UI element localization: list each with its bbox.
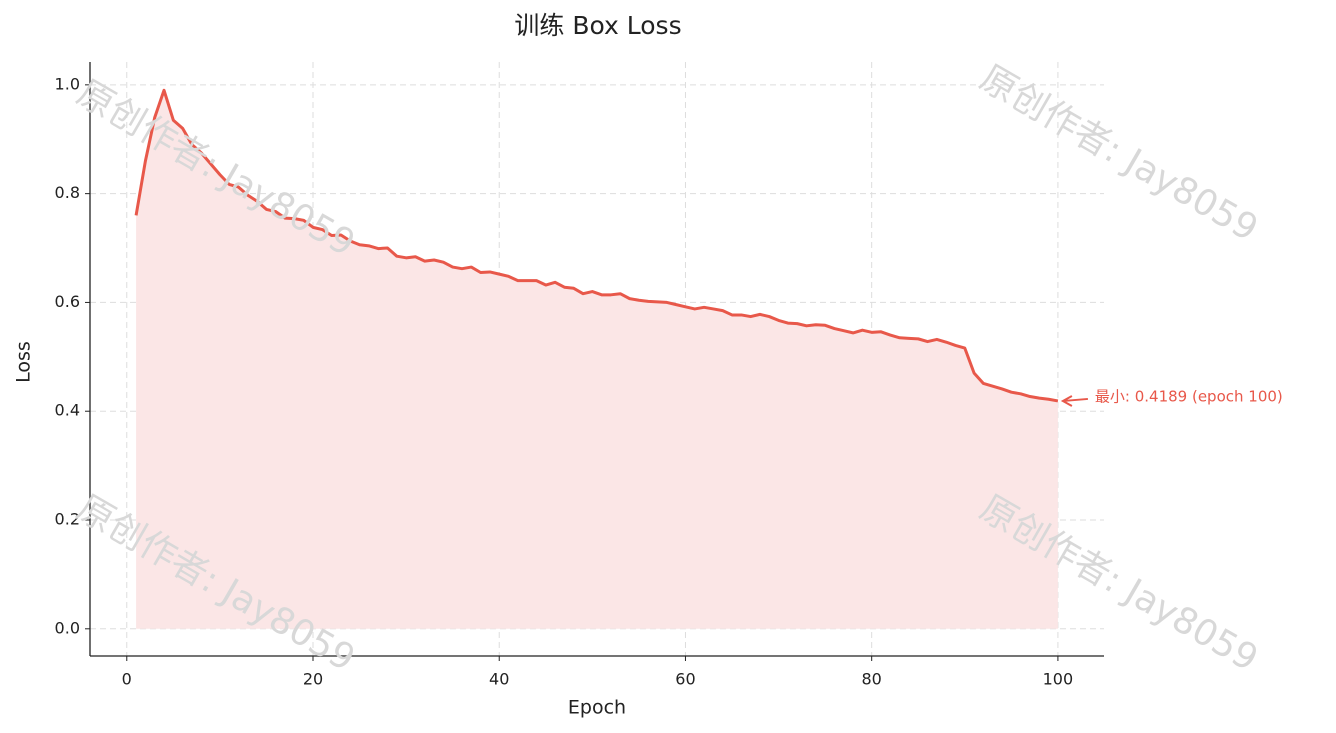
area: [136, 90, 1058, 629]
x-tick-label: 60: [675, 670, 695, 689]
y-tick-label: 0.4: [55, 401, 80, 420]
annotation-arrow: [1060, 395, 1088, 407]
y-axis-label: Loss: [13, 341, 35, 383]
x-tick-label: 40: [489, 670, 509, 689]
y-tick-label: 0.8: [55, 183, 80, 202]
line: [134, 88, 1059, 403]
y-tick-label: 0.0: [55, 618, 80, 637]
x-tick-label: 80: [862, 670, 882, 689]
watermark: 原创作者: Jay8059: [973, 58, 1265, 250]
x-tick-label: 100: [1043, 670, 1074, 689]
annotation: 最小: 0.4189 (epoch 100): [1095, 387, 1283, 405]
y-tick-label: 0.6: [55, 292, 80, 311]
y-tick-label: 1.0: [55, 74, 80, 93]
y-tick-label: 0.2: [55, 510, 80, 529]
x-tick-label: 0: [122, 670, 132, 689]
x-tick-label: 20: [303, 670, 323, 689]
x-axis-label: Epoch: [568, 697, 626, 719]
chart-title: 训练 Box Loss: [514, 11, 681, 40]
